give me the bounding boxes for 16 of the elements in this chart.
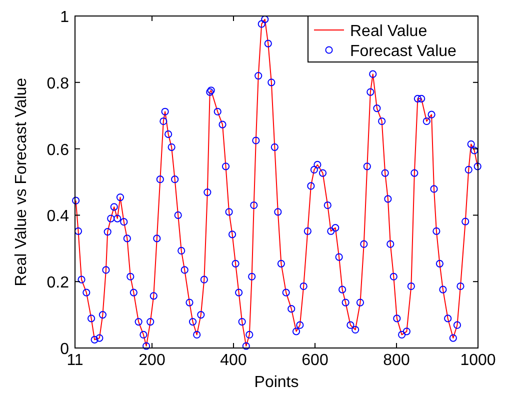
y-tick-label: 1 [60, 9, 70, 26]
y-tick-label: 0 [60, 341, 70, 358]
y-tick-label: 0.2 [46, 274, 70, 292]
y-tick-label: 0.4 [46, 208, 70, 226]
y-axis-title: Real Value vs Forecast Value [13, 78, 30, 286]
x-tick-label: 11 [66, 352, 84, 369]
legend-label: Forecast Value [350, 43, 457, 60]
x-tick-label: 1000 [460, 352, 496, 369]
x-axis-title: Points [254, 374, 299, 391]
x-tick-label: 400 [220, 352, 247, 369]
y-tick-label: 0.8 [46, 75, 70, 92]
x-tick-label: 200 [138, 352, 166, 369]
legend-label: Real Value [350, 23, 428, 40]
y-tick-label: 0.6 [46, 142, 70, 159]
x-tick-label: 800 [383, 352, 410, 369]
x-tick-label: 600 [302, 352, 328, 369]
